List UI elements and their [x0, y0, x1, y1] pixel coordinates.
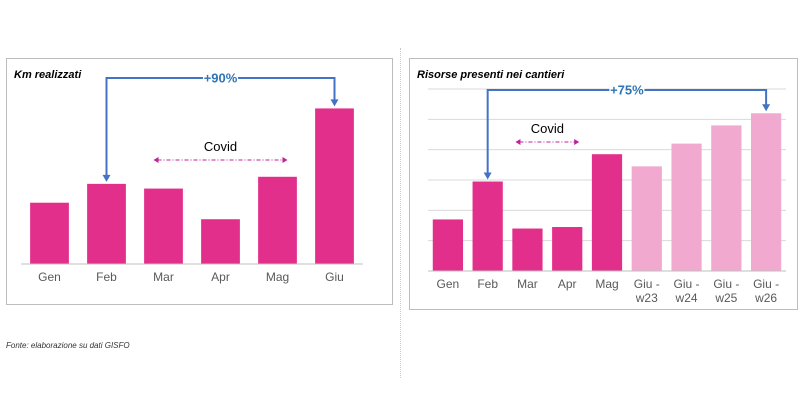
right-bar-chart: Gen Feb Mar Apr Mag Giu -w23 Giu -w24 Giu -w25 G…	[428, 81, 786, 305]
left-bar-1	[30, 202, 69, 264]
right-category-label: Mag	[595, 277, 618, 291]
right-bar-7	[671, 143, 702, 271]
left-comparison-label-bg	[202, 69, 239, 87]
left-bar-5	[258, 176, 297, 264]
left-covid-label: Covid	[204, 139, 237, 154]
left-chart-panel: Km realizzati Gen Feb Mar Apr Mag Giu +90% Covi…	[6, 58, 393, 305]
right-arrowhead-start	[483, 172, 492, 180]
right-chart-title: Risorse presenti nei cantieri	[417, 69, 565, 81]
right-category-label: Apr	[558, 277, 577, 291]
right-bar-5	[591, 154, 623, 271]
left-category-label: Mag	[266, 270, 289, 284]
right-bar-8	[711, 125, 742, 272]
panel-divider	[400, 48, 401, 378]
left-arrowhead-start	[102, 174, 111, 182]
left-category-label: Gen	[38, 270, 61, 284]
left-covid-arrow-left	[153, 157, 159, 163]
right-category-label: Gen	[437, 277, 460, 291]
left-bar-4	[201, 219, 240, 264]
right-category-label: Mar	[517, 277, 538, 291]
right-comparison-label-bg	[609, 81, 645, 99]
left-chart-title: Km realizzati	[14, 69, 82, 81]
right-bar-3	[512, 228, 543, 271]
right-comparison-label: +75%	[610, 83, 644, 98]
left-comparison-arrow	[105, 77, 336, 177]
right-covid-arrow-left	[515, 139, 521, 145]
right-bar-6	[631, 166, 662, 271]
right-category-label: Giu -w23	[634, 277, 660, 305]
right-arrowhead-end	[762, 104, 771, 112]
left-category-label: Mar	[153, 270, 174, 284]
left-arrowhead-end	[330, 99, 339, 107]
left-comparison-label: +90%	[204, 71, 238, 86]
right-bar-4	[552, 227, 583, 271]
right-bar-1	[432, 219, 464, 271]
left-category-label: Giu	[325, 270, 344, 284]
left-bar-6	[315, 108, 354, 264]
left-covid-arrow-right	[282, 157, 288, 163]
right-bar-9	[750, 113, 782, 271]
left-bar-3	[144, 188, 183, 264]
left-category-label: Feb	[96, 270, 117, 284]
right-bar-2	[472, 181, 503, 271]
right-category-label: Giu -w25	[713, 277, 739, 305]
source-note: Fonte: elaborazione su dati GISFO	[6, 341, 130, 350]
right-category-label: Feb	[477, 277, 498, 291]
right-category-label: Giu -w24	[674, 277, 700, 305]
right-covid-label: Covid	[531, 121, 564, 136]
left-category-label: Apr	[211, 270, 230, 284]
left-bar-chart: Gen Feb Mar Apr Mag Giu +90% Covid	[21, 69, 363, 284]
right-category-label: Giu -w26	[753, 277, 779, 305]
right-chart-panel: Risorse presenti nei cantieri Gen Feb Mar A…	[409, 58, 798, 310]
left-bar-2	[87, 183, 126, 264]
right-covid-arrow-right	[574, 139, 580, 145]
